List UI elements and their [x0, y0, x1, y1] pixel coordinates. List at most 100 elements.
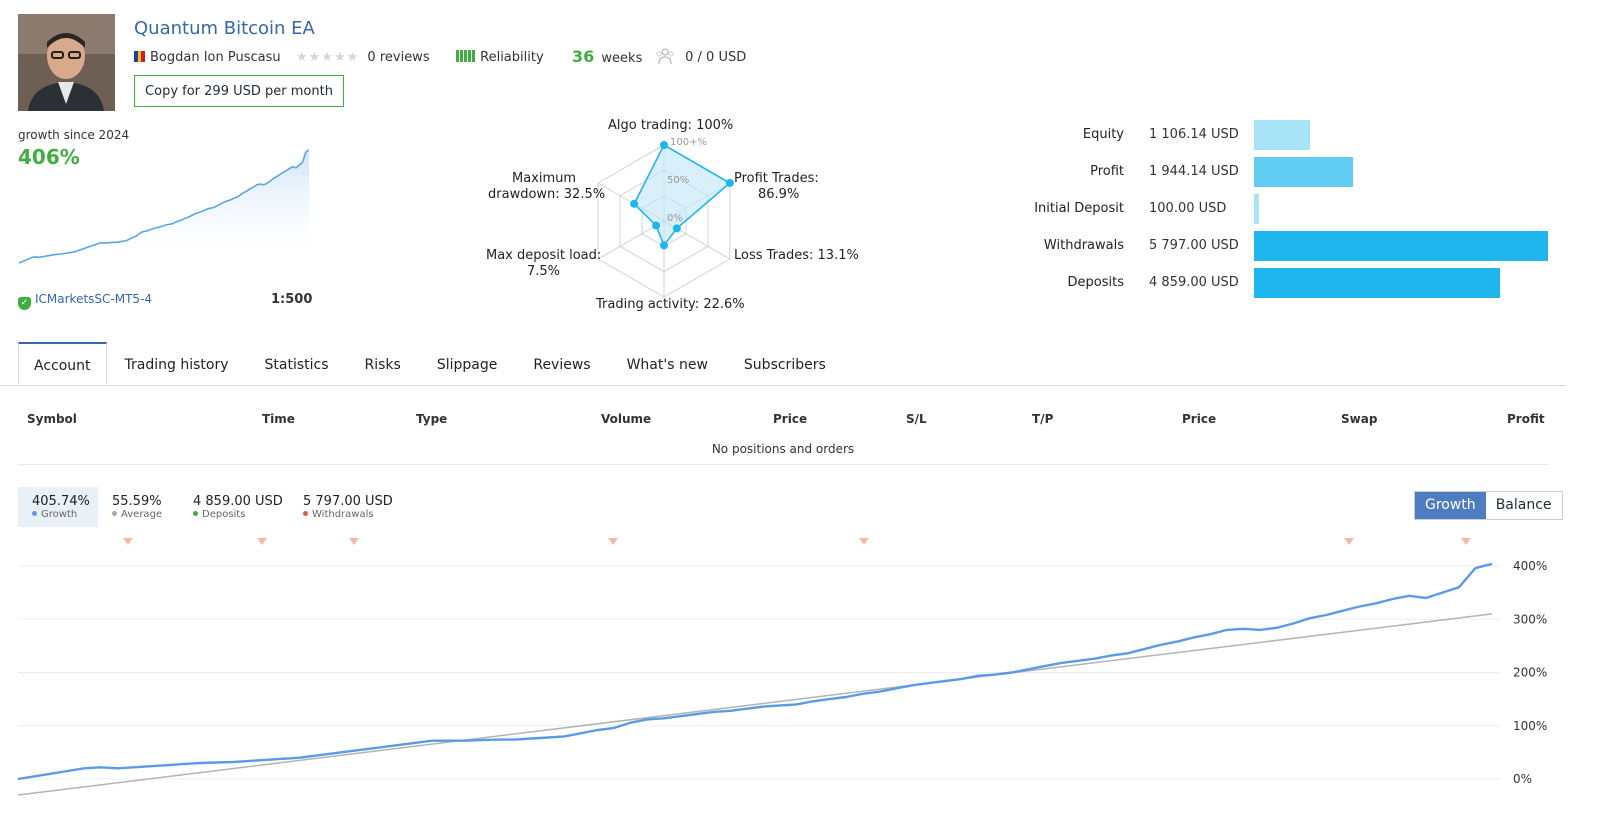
withdrawal-marker-icon: [859, 538, 869, 545]
subscribers-value: 0 / 0 USD: [685, 50, 747, 65]
legend-deposits[interactable]: 4 859.00 USD Deposits: [179, 487, 297, 527]
reviews-count: 0 reviews: [367, 50, 430, 65]
tab-what-s-new[interactable]: What's new: [626, 357, 708, 373]
tab-subscribers[interactable]: Subscribers: [743, 357, 826, 373]
column-t-p[interactable]: T/P: [1032, 412, 1054, 426]
reliability-bars-icon: [456, 50, 476, 65]
rating-stars-icon: ★★★★★: [296, 50, 360, 65]
withdrawal-marker-icon: [257, 538, 267, 545]
stat-bar-equity: [1254, 120, 1310, 150]
column-type[interactable]: Type: [416, 412, 448, 426]
radar-point: [652, 221, 661, 230]
growth-dot-icon: [32, 511, 37, 516]
radar-grid-50: 50%: [667, 175, 689, 186]
radar-label-drawdown-value: drawdown: 32.5%: [488, 187, 606, 202]
deposits-dot-icon: [193, 511, 198, 516]
growth-since-label: growth since 2024: [18, 128, 130, 142]
legend-deposits-label: Deposits: [202, 509, 246, 520]
column-swap[interactable]: Swap: [1341, 412, 1378, 426]
y-tick-label: 200%: [1513, 666, 1547, 680]
weeks-value: 36: [572, 47, 595, 66]
romania-flag-icon: [134, 51, 145, 62]
column-time[interactable]: Time: [262, 412, 295, 426]
radar-grid-100: 100+%: [670, 137, 707, 148]
reliability[interactable]: Reliability: [456, 50, 544, 65]
author-photo-icon: [18, 14, 115, 111]
legend-growth[interactable]: 405.74% Growth: [18, 487, 98, 527]
stat-value-deposits: 4 859.00 USD: [1149, 275, 1239, 290]
withdrawals-dot-icon: [303, 511, 308, 516]
broker-name: ICMarketsSC-MT5-4: [35, 292, 153, 306]
radar-label-profit-trades-value: 86.9%: [758, 187, 800, 202]
weeks-label: weeks: [601, 51, 643, 66]
radar-point: [660, 241, 668, 250]
toggle-balance-button[interactable]: Balance: [1495, 497, 1552, 513]
subscribers: 0 / 0 USD: [655, 46, 746, 66]
copy-subscribe-button[interactable]: Copy for 299 USD per month: [134, 75, 344, 107]
tab-bar: Account Trading history Statistics Risks Sli…: [18, 342, 844, 385]
positions-empty-message: No positions and orders: [711, 442, 855, 456]
stat-value-profit: 1 944.14 USD: [1149, 164, 1239, 179]
legend-growth-value: 405.74%: [32, 494, 90, 509]
stat-bar-profit: [1254, 157, 1353, 187]
radar-label-loss-trades: Loss Trades: 13.1%: [734, 248, 859, 263]
risk-radar-chart: 100+% 50% 0%: [597, 137, 734, 298]
tab-account[interactable]: Account: [18, 342, 107, 385]
legend-average-value: 55.59%: [112, 494, 162, 509]
stat-label-profit: Profit: [1090, 164, 1124, 179]
stat-label-initial-deposit: Initial Deposit: [1034, 201, 1124, 216]
withdrawal-marker-icon: [1461, 538, 1471, 545]
growth-value: 406%: [18, 145, 80, 169]
weeks: 36 weeks: [572, 47, 642, 66]
stat-value-withdrawals: 5 797.00 USD: [1149, 238, 1239, 253]
radar-point: [672, 224, 681, 233]
legend-deposits-value: 4 859.00 USD: [193, 494, 283, 509]
withdrawal-marker-icon: [608, 538, 618, 545]
y-tick-label: 100%: [1513, 719, 1547, 733]
column-profit[interactable]: Profit: [1507, 412, 1545, 426]
toggle-growth-button[interactable]: Growth: [1415, 492, 1486, 519]
subscribers-icon: [656, 48, 674, 65]
growth-sparkline: [18, 149, 310, 265]
reviews[interactable]: ★★★★★ 0 reviews: [296, 50, 430, 65]
column-price[interactable]: Price: [1182, 412, 1217, 426]
stat-bar-initial-deposit: [1254, 194, 1259, 224]
withdrawal-marker-icon: [349, 538, 359, 545]
radar-label-drawdown: Maximum: [512, 171, 577, 186]
column-s-l[interactable]: S/L: [906, 412, 927, 426]
legend-withdrawals[interactable]: 5 797.00 USD Withdrawals: [289, 487, 407, 527]
stat-bar-withdrawals: [1254, 231, 1548, 261]
y-tick-label: 400%: [1513, 559, 1547, 573]
column-symbol[interactable]: Symbol: [27, 412, 77, 426]
column-price[interactable]: Price: [773, 412, 808, 426]
tab-divider: [0, 385, 1566, 386]
radar-point: [660, 141, 668, 149]
leverage: 1:500: [271, 292, 313, 307]
average-dot-icon: [112, 511, 117, 516]
legend-withdrawals-label: Withdrawals: [312, 509, 374, 520]
radar-label-profit-trades: Profit Trades:: [734, 171, 819, 186]
stat-value-initial-deposit: 100.00 USD: [1149, 201, 1227, 216]
broker-link[interactable]: ✓ ICMarketsSC-MT5-4: [18, 292, 152, 310]
tab-risks[interactable]: Risks: [364, 357, 401, 373]
average-series-line: [17, 613, 1493, 796]
legend-average[interactable]: 55.59% Average: [98, 487, 176, 527]
positions-divider: [18, 464, 1548, 465]
y-tick-label: 0%: [1513, 772, 1532, 786]
tab-trading-history[interactable]: Trading history: [124, 357, 229, 373]
tab-slippage[interactable]: Slippage: [436, 357, 498, 373]
legend-average-label: Average: [121, 509, 163, 520]
tab-statistics[interactable]: Statistics: [264, 357, 329, 373]
tab-reviews[interactable]: Reviews: [533, 357, 591, 373]
stat-label-withdrawals: Withdrawals: [1043, 238, 1124, 253]
radar-point: [725, 179, 734, 187]
y-tick-label: 300%: [1513, 612, 1547, 626]
stat-label-deposits: Deposits: [1067, 275, 1124, 290]
author[interactable]: Bogdan Ion Puscasu: [134, 50, 281, 65]
withdrawal-marker-icon: [123, 538, 133, 545]
avatar[interactable]: [18, 14, 115, 111]
column-volume[interactable]: Volume: [601, 412, 652, 426]
page-title[interactable]: Quantum Bitcoin EA: [134, 18, 315, 39]
radar-label-deposit-load-value: 7.5%: [527, 264, 561, 279]
author-name: Bogdan Ion Puscasu: [150, 50, 281, 65]
